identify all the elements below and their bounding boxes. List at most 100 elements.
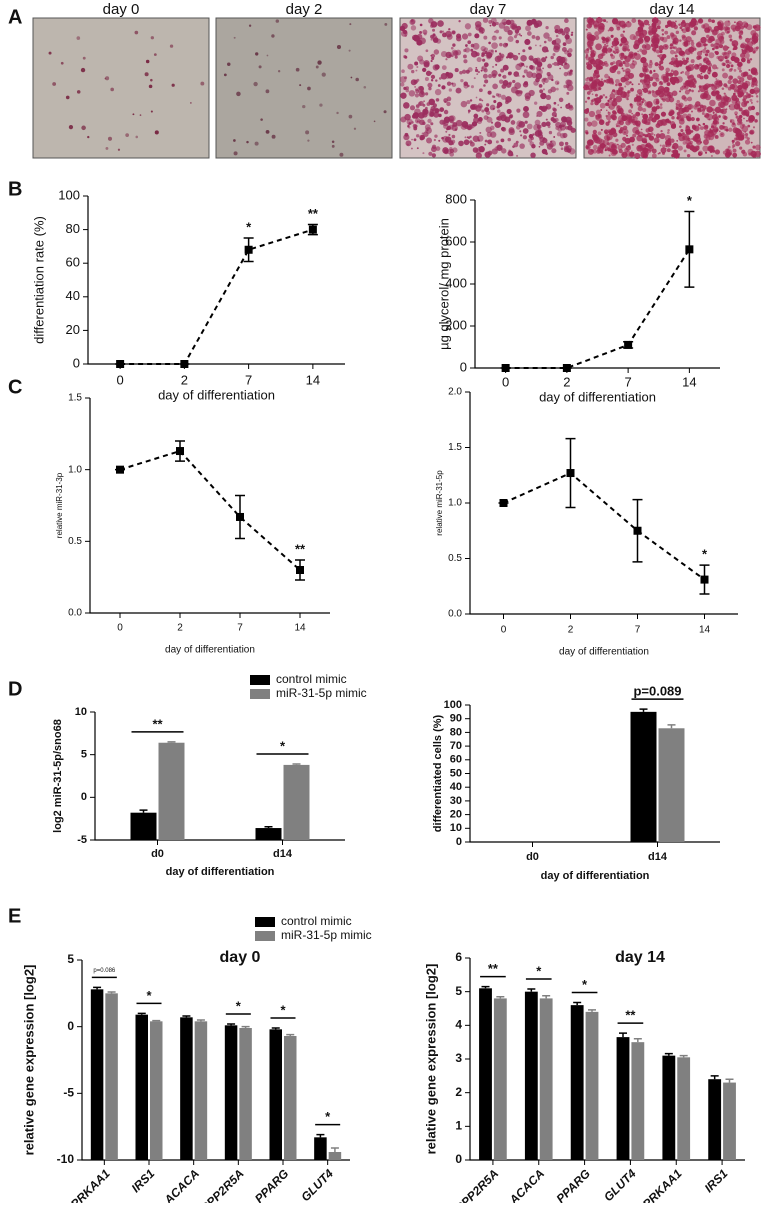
cell xyxy=(633,52,638,56)
significance: * xyxy=(702,547,708,562)
cell xyxy=(705,113,710,117)
cell xyxy=(409,19,416,26)
cell xyxy=(723,100,729,106)
x-tick-label: GLUT4 xyxy=(601,1166,639,1203)
cell xyxy=(709,99,716,107)
cell xyxy=(479,88,483,93)
cell xyxy=(691,89,694,93)
cell xyxy=(615,59,623,67)
y-tick-label: 40 xyxy=(66,288,80,303)
cell xyxy=(631,83,634,86)
cell xyxy=(559,67,562,70)
marker xyxy=(633,526,642,535)
cell xyxy=(691,39,694,43)
cell xyxy=(60,61,64,65)
cell xyxy=(404,76,408,80)
cell xyxy=(553,61,558,66)
cell xyxy=(541,46,549,53)
cell xyxy=(501,94,507,100)
cell xyxy=(416,147,419,150)
cell xyxy=(660,93,667,101)
cell xyxy=(640,56,647,64)
cell xyxy=(731,52,737,58)
cell xyxy=(628,109,632,114)
cell xyxy=(611,80,614,84)
cell xyxy=(595,43,602,51)
cell xyxy=(454,68,459,73)
cell xyxy=(722,115,727,119)
y-axis-label: relative miR-31-3p xyxy=(55,472,64,538)
cell xyxy=(681,35,687,41)
cell xyxy=(499,42,503,47)
cell xyxy=(631,112,634,115)
cell xyxy=(679,26,683,30)
bar xyxy=(328,1152,342,1160)
cell xyxy=(499,53,505,59)
cell xyxy=(68,125,74,130)
cell xyxy=(529,65,534,70)
cell xyxy=(599,142,606,149)
cell xyxy=(605,114,608,118)
x-tick-label: ACACA xyxy=(161,1166,202,1203)
cell xyxy=(603,129,609,135)
cell xyxy=(461,33,469,40)
y-tick-label: 0 xyxy=(67,1019,74,1033)
cell xyxy=(731,139,735,143)
cell xyxy=(668,72,674,77)
cell xyxy=(611,40,618,47)
cell xyxy=(384,22,388,26)
cell xyxy=(682,59,688,65)
cell xyxy=(594,31,600,37)
y-tick-label: 1.5 xyxy=(448,442,462,453)
cell xyxy=(671,153,675,158)
cell xyxy=(529,141,535,147)
x-tick-label: 2 xyxy=(177,623,183,634)
cell xyxy=(755,84,758,87)
cell xyxy=(739,30,744,34)
cell xyxy=(518,33,521,36)
y-tick-label: 0 xyxy=(456,836,462,848)
cell xyxy=(741,109,747,116)
cell xyxy=(727,46,730,49)
cell xyxy=(422,152,425,155)
y-tick-label: 20 xyxy=(450,809,462,821)
significance: ** xyxy=(625,1008,636,1023)
cell xyxy=(743,117,745,120)
bar xyxy=(130,812,157,840)
cell xyxy=(424,110,427,113)
cell xyxy=(598,65,603,70)
cell xyxy=(445,74,451,79)
cell xyxy=(570,33,574,37)
cell xyxy=(607,29,610,32)
cell xyxy=(740,26,744,30)
cell xyxy=(509,71,513,75)
cell xyxy=(508,81,512,85)
cell xyxy=(673,51,677,55)
y-tick-label: 5 xyxy=(81,749,87,761)
cell xyxy=(596,75,599,78)
bar xyxy=(90,989,104,1160)
cell xyxy=(680,51,686,57)
cell xyxy=(437,20,444,27)
cell xyxy=(745,37,750,43)
cell xyxy=(144,72,149,77)
cell xyxy=(747,124,751,128)
cell xyxy=(595,109,601,115)
cell xyxy=(585,62,590,66)
significance: ** xyxy=(152,716,163,731)
micrograph-label: day 0 xyxy=(103,1,140,18)
cell xyxy=(685,125,691,131)
cell xyxy=(692,136,698,142)
cell xyxy=(752,126,756,129)
cell xyxy=(665,45,667,48)
cell xyxy=(686,57,689,61)
y-tick-label: 60 xyxy=(450,754,462,766)
cell xyxy=(639,97,643,101)
cell xyxy=(404,55,408,59)
micrograph-bg xyxy=(215,17,393,159)
cell xyxy=(684,89,690,95)
cell xyxy=(636,88,643,95)
cell xyxy=(550,116,555,122)
cell xyxy=(591,98,596,103)
cell xyxy=(725,85,729,89)
